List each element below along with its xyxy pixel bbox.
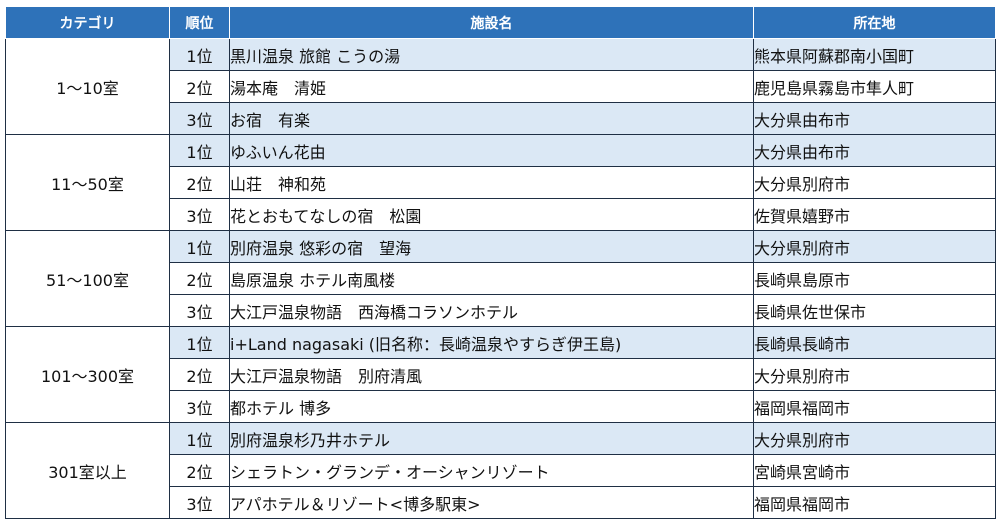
location-cell: 佐賀県嬉野市 [753,198,996,231]
facility-name-cell: 大江戸温泉物語 別府清風 [229,358,754,391]
facility-name-cell: 大江戸温泉物語 西海橋コラソンホテル [229,294,754,327]
rank-cell: 3位 [169,390,230,423]
facility-name-cell: シェラトン・グランデ・オーシャンリゾート [229,454,754,487]
header-facility-name: 施設名 [229,6,754,39]
table-row: 1～10室 1位 黒川温泉 旅館 こうの湯 熊本県阿蘇郡南小国町 [5,38,996,135]
rank-cell: 3位 [169,198,230,231]
category-cell: 301室以上 [5,422,170,519]
location-cell: 長崎県島原市 [753,262,996,295]
rank-cell: 1位 [169,230,230,263]
facility-name-cell: 山荘 神和苑 [229,166,754,199]
rank-cell: 2位 [169,166,230,199]
location-cell: 大分県別府市 [753,358,996,391]
rank-cell: 2位 [169,262,230,295]
table-row: 3位 お宿 有楽 大分県由布市 [6,102,996,135]
table-header: カテゴリ 順位 施設名 所在地 [5,6,996,39]
rank-cell: 1位 [169,134,230,167]
facility-name-cell: 湯本庵 清姫 [229,70,754,103]
table-row: 2位 山荘 神和苑 大分県別府市 [6,166,996,199]
location-cell: 鹿児島県霧島市隼人町 [753,70,996,103]
location-cell: 大分県由布市 [753,134,996,167]
rank-cell: 1位 [169,326,230,359]
rank-cell: 1位 [169,422,230,455]
facility-name-cell: 別府温泉杉乃井ホテル [229,422,754,455]
rank-cell: 2位 [169,454,230,487]
facility-name-cell: i+Land nagasaki (旧名称：長崎温泉やすらぎ伊王島) [229,326,754,359]
table-row: 2位 湯本庵 清姫 鹿児島県霧島市隼人町 [6,70,996,103]
category-cell: 101～300室 [5,326,170,423]
location-cell: 大分県別府市 [753,422,996,455]
location-cell: 長崎県佐世保市 [753,294,996,327]
location-cell: 大分県由布市 [753,102,996,135]
table-row: 51～100室 1位 別府温泉 悠彩の宿 望海 大分県別府市 [5,230,996,327]
location-cell: 長崎県長崎市 [753,326,996,359]
facility-name-cell: アパホテル＆リゾート<博多駅東> [229,486,754,519]
table-row: 2位 島原温泉 ホテル南風楼 長崎県島原市 [6,262,996,295]
table-row: 3位 花とおもてなしの宿 松園 佐賀県嬉野市 [6,198,996,231]
rank-cell: 1位 [169,38,230,71]
table-row: 301室以上 1位 別府温泉杉乃井ホテル 大分県別府市 [5,422,996,519]
location-cell: 熊本県阿蘇郡南小国町 [753,38,996,71]
table-row: 11～50室 1位 ゆふいん花由 大分県由布市 [5,134,996,231]
rank-cell: 3位 [169,102,230,135]
header-rank: 順位 [169,6,230,39]
facility-name-cell: 島原温泉 ホテル南風楼 [229,262,754,295]
table-row: 2位 シェラトン・グランデ・オーシャンリゾート 宮崎県宮崎市 [6,454,996,487]
location-cell: 宮崎県宮崎市 [753,454,996,487]
header-location: 所在地 [753,6,996,39]
rank-cell: 3位 [169,294,230,327]
facility-name-cell: 花とおもてなしの宿 松園 [229,198,754,231]
table-row: 101～300室 1位 i+Land nagasaki (旧名称：長崎温泉やすら… [5,326,996,423]
location-cell: 大分県別府市 [753,230,996,263]
rank-cell: 2位 [169,358,230,391]
header-row: カテゴリ 順位 施設名 所在地 [5,6,996,39]
category-cell: 1～10室 [5,38,170,135]
table-row: 3位 アパホテル＆リゾート<博多駅東> 福岡県福岡市 [6,486,996,519]
facility-name-cell: 黒川温泉 旅館 こうの湯 [229,38,754,71]
facility-name-cell: ゆふいん花由 [229,134,754,167]
table-row: 3位 都ホテル 博多 福岡県福岡市 [6,390,996,423]
rank-cell: 2位 [169,70,230,103]
table-body: 1～10室 1位 黒川温泉 旅館 こうの湯 熊本県阿蘇郡南小国町 2位 湯本庵 … [5,38,996,519]
rank-cell: 3位 [169,486,230,519]
category-cell: 51～100室 [5,230,170,327]
facility-name-cell: 都ホテル 博多 [229,390,754,423]
location-cell: 大分県別府市 [753,166,996,199]
location-cell: 福岡県福岡市 [753,486,996,519]
category-cell: 11～50室 [5,134,170,231]
location-cell: 福岡県福岡市 [753,390,996,423]
facility-name-cell: 別府温泉 悠彩の宿 望海 [229,230,754,263]
table-row: 2位 大江戸温泉物語 別府清風 大分県別府市 [6,358,996,391]
ranking-table: カテゴリ 順位 施設名 所在地 1～10室 1位 黒川温泉 旅館 こうの湯 熊本… [5,6,996,519]
header-category: カテゴリ [5,6,170,39]
facility-name-cell: お宿 有楽 [229,102,754,135]
